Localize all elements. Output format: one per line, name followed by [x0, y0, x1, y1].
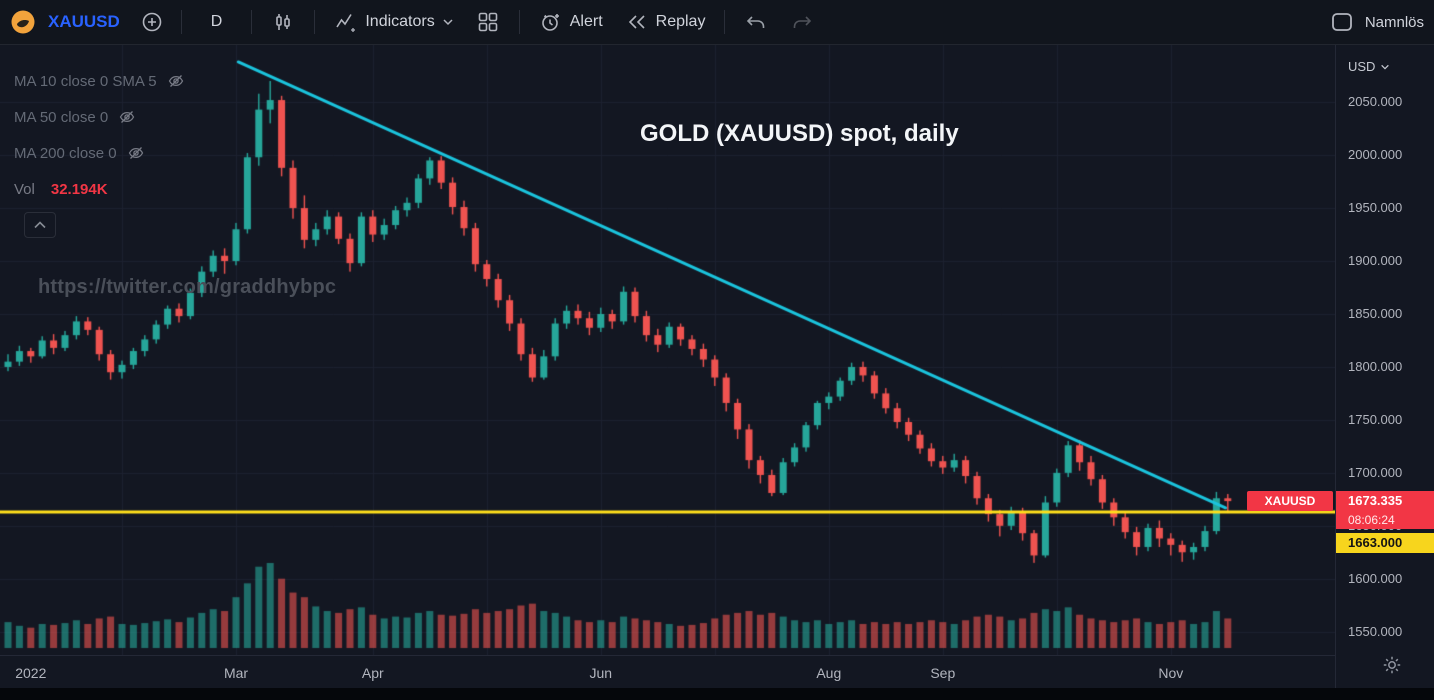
toolbar-separator	[251, 10, 253, 34]
chevron-down-icon	[1381, 64, 1390, 70]
indicators-button[interactable]: Indicators	[324, 5, 463, 39]
replay-label: Replay	[655, 13, 706, 30]
toolbar-separator	[180, 10, 182, 34]
level-price-label: 1663.000	[1336, 533, 1434, 554]
time-axis-label: Nov	[1158, 665, 1184, 681]
price-tick-label: 1900.000	[1348, 253, 1403, 269]
legend-row-ma200[interactable]: MA 200 close 0	[14, 135, 185, 171]
alert-button[interactable]: Alert	[529, 5, 613, 39]
redo-icon[interactable]	[780, 5, 824, 39]
gear-icon[interactable]	[1382, 655, 1402, 680]
logo-icon[interactable]	[10, 9, 36, 35]
price-tick-label: 1750.000	[1348, 411, 1403, 427]
bar-countdown: 08:06:24	[1336, 511, 1434, 530]
time-axis-label: Mar	[223, 665, 249, 681]
time-axis-label: Sep	[930, 665, 956, 681]
price-tick-label: 1600.000	[1348, 570, 1403, 586]
layout-grid-icon[interactable]	[466, 5, 510, 39]
undo-icon[interactable]	[734, 5, 778, 39]
currency-label: USD	[1348, 59, 1376, 74]
indicators-label: Indicators	[365, 13, 435, 30]
layout-name[interactable]: Namnlös	[1364, 13, 1424, 31]
symbol-price-tag: XAUUSD	[1247, 491, 1333, 512]
time-axis-label: Apr	[361, 665, 384, 681]
volume-label: Vol	[14, 180, 35, 198]
chart-title-annotation[interactable]: GOLD (XAUUSD) spot, daily	[640, 120, 959, 147]
price-tick-label: 1800.000	[1348, 358, 1403, 374]
legend-row-volume[interactable]: Vol 32.194K	[14, 171, 185, 207]
replay-icon	[625, 10, 649, 34]
last-price-badge: 1673.335 08:06:24	[1336, 491, 1434, 530]
chart-pane: MA 10 close 0 SMA 5 MA 50 close 0 MA 200…	[0, 45, 1434, 688]
time-axis[interactable]: 2022 Mar Apr Jun Aug Sep Nov	[0, 655, 1335, 688]
legend-collapse-button[interactable]	[24, 212, 56, 238]
indicators-icon	[334, 10, 358, 34]
alert-clock-icon	[539, 10, 563, 34]
eye-off-icon[interactable]	[118, 109, 136, 125]
candlestick-canvas[interactable]	[0, 45, 1335, 655]
symbol-search-button[interactable]: XAUUSD	[48, 12, 120, 31]
ma50-label: MA 50 close 0	[14, 108, 109, 126]
ma200-label: MA 200 close 0	[14, 144, 117, 162]
eye-off-icon[interactable]	[167, 73, 185, 89]
price-tick-label: 2000.000	[1348, 147, 1403, 163]
toolbar-separator	[518, 10, 520, 34]
toolbar-separator	[314, 10, 316, 34]
legend-row-ma10[interactable]: MA 10 close 0 SMA 5	[14, 63, 185, 99]
top-toolbar: XAUUSD D Indicators Alert	[0, 0, 1434, 45]
eye-off-icon[interactable]	[127, 145, 145, 161]
interval-button[interactable]: D	[210, 13, 223, 30]
ma10-label: MA 10 close 0 SMA 5	[14, 72, 157, 90]
price-tick-label: 1550.000	[1348, 623, 1403, 639]
currency-selector[interactable]: USD	[1348, 59, 1390, 74]
time-axis-label: Aug	[816, 665, 842, 681]
price-axis[interactable]: USD 1673.335 08:06:24 1663.000 2050.000 2…	[1335, 45, 1434, 688]
toolbar-separator	[724, 10, 726, 34]
time-axis-label: Jun	[589, 665, 613, 681]
alert-label: Alert	[569, 13, 603, 30]
bottom-strip	[0, 688, 1434, 700]
volume-value: 32.194K	[50, 180, 108, 198]
save-layout-icon[interactable]	[1321, 5, 1363, 39]
time-axis-label: 2022	[15, 665, 47, 681]
price-tick-label: 1700.000	[1348, 464, 1403, 480]
price-tick-label: 1850.000	[1348, 305, 1403, 321]
price-tick-label: 1950.000	[1348, 200, 1403, 216]
compare-add-icon[interactable]	[132, 10, 172, 34]
chevron-down-icon	[442, 16, 454, 28]
watermark-text: https://twitter.com/graddhybpc	[38, 276, 337, 298]
chart-style-candles-icon[interactable]	[261, 5, 305, 39]
last-price-value: 1673.335	[1336, 491, 1434, 512]
replay-button[interactable]: Replay	[615, 5, 716, 39]
indicator-legend: MA 10 close 0 SMA 5 MA 50 close 0 MA 200…	[14, 63, 185, 207]
legend-row-ma50[interactable]: MA 50 close 0	[14, 99, 185, 135]
price-tick-label: 2050.000	[1348, 94, 1403, 110]
